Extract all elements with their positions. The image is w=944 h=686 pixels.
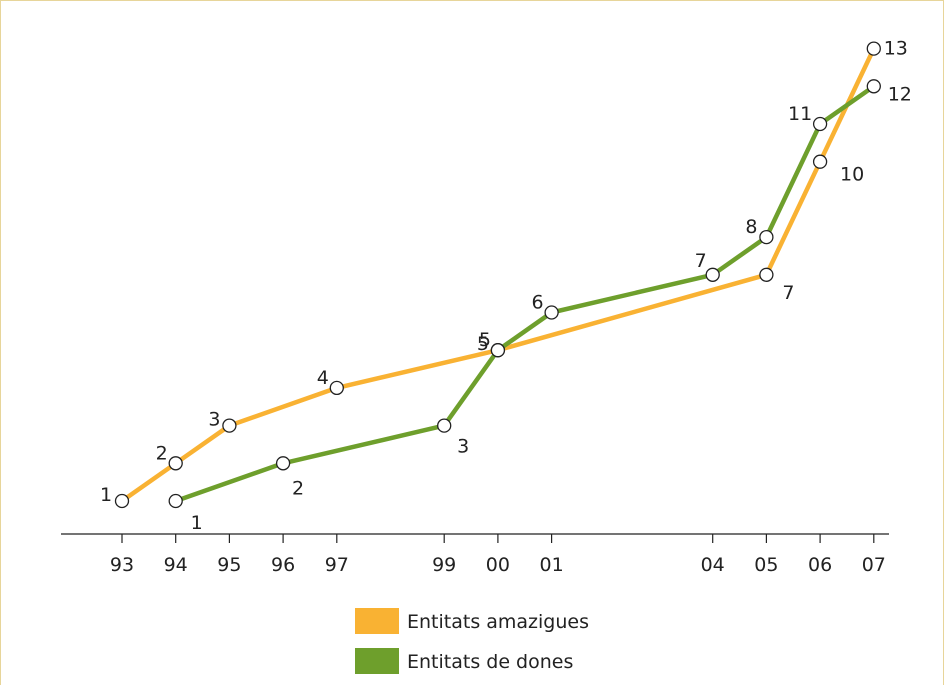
data-point xyxy=(275,456,291,471)
data-point xyxy=(168,493,183,509)
data-point-label: 5 xyxy=(477,333,489,355)
legend-label: Entitats de dones xyxy=(407,651,573,673)
x-tick-label: 01 xyxy=(540,554,564,576)
x-tick-label: 00 xyxy=(486,554,510,576)
x-tick-label: 93 xyxy=(110,554,134,576)
x-tick-label: 94 xyxy=(164,554,188,576)
data-point-label: 2 xyxy=(156,442,168,464)
data-point-label: 7 xyxy=(695,250,707,272)
data-point xyxy=(329,380,344,396)
series-line xyxy=(119,46,877,504)
legend-swatch xyxy=(355,608,399,634)
data-point-label: 3 xyxy=(457,436,469,458)
data-point xyxy=(866,41,881,56)
data-point-label: 7 xyxy=(782,282,794,304)
data-point xyxy=(114,493,130,509)
data-point-label: 2 xyxy=(292,477,304,499)
x-tick-label: 04 xyxy=(701,554,725,576)
data-point-label: 8 xyxy=(745,216,757,238)
data-point xyxy=(759,267,774,282)
legend-label: Entitats amazigues xyxy=(407,611,589,633)
data-point xyxy=(437,418,452,433)
data-point-label: 13 xyxy=(884,38,908,60)
data-point xyxy=(759,229,774,245)
data-point-label: 3 xyxy=(208,409,220,431)
data-point-label: 1 xyxy=(100,484,112,506)
data-point xyxy=(812,116,828,132)
data-point-label: 1 xyxy=(191,512,203,534)
data-point xyxy=(812,154,828,169)
x-tick-label: 06 xyxy=(808,554,832,576)
data-point xyxy=(168,456,183,471)
x-tick-label: 95 xyxy=(217,554,241,576)
x-axis-ticks: 93 94 95 96 97 99 00 01 04 05 06 07 xyxy=(110,534,886,576)
data-point xyxy=(866,79,881,94)
x-tick-label: 96 xyxy=(271,554,295,576)
data-point-label: 12 xyxy=(888,83,912,105)
legend-swatch xyxy=(355,648,399,674)
x-tick-label: 05 xyxy=(754,554,778,576)
x-tick-label: 07 xyxy=(862,554,886,576)
x-tick-label: 97 xyxy=(325,554,349,576)
data-point xyxy=(490,343,506,358)
data-point-label: 11 xyxy=(788,103,812,125)
x-tick-label: 99 xyxy=(432,554,456,576)
data-point xyxy=(705,267,720,282)
series-line xyxy=(173,84,877,504)
data-point xyxy=(222,418,237,433)
data-point-label: 6 xyxy=(532,292,544,314)
data-point xyxy=(544,305,559,320)
data-point-label: 5 xyxy=(479,329,491,351)
legend: Entitats amazigues Entitats de dones xyxy=(355,608,589,674)
data-point-label: 4 xyxy=(317,367,329,389)
data-point-label: 10 xyxy=(840,164,864,186)
